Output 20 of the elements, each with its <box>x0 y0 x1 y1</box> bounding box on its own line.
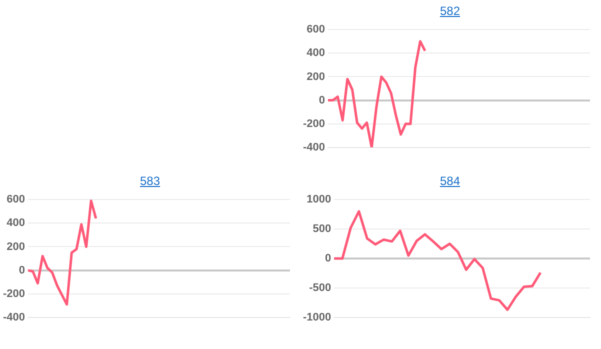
y-tick-label: 400 <box>306 47 326 60</box>
chart-title: 583 <box>138 174 162 188</box>
chart-title: 584 <box>438 174 462 188</box>
y-tick-label: 500 <box>312 223 332 236</box>
y-tick-label: -200 <box>2 288 26 300</box>
y-tick-label: 600 <box>306 24 326 36</box>
y-tick-label: -400 <box>302 141 326 154</box>
y-tick-label: 200 <box>6 240 26 253</box>
y-tick-label: 0 <box>318 94 326 106</box>
y-tick-label: 600 <box>6 194 26 206</box>
y-tick-label: 0 <box>325 252 332 265</box>
y-tick-label: -400 <box>2 311 26 324</box>
y-tick-label: 400 <box>6 217 26 230</box>
y-tick-label: 0 <box>18 264 26 276</box>
y-tick-label: -1000 <box>302 311 332 324</box>
y-tick-label: 1000 <box>306 194 332 206</box>
chart-title: 582 <box>438 4 462 18</box>
y-tick-label: 200 <box>306 70 326 83</box>
y-tick-label: -500 <box>309 282 332 294</box>
y-tick-label: -200 <box>302 118 326 130</box>
